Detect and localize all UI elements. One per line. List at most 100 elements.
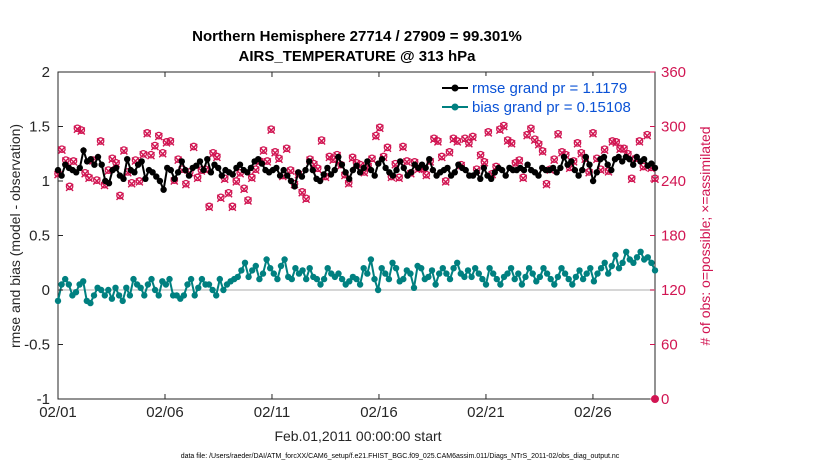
bias-point <box>101 292 109 299</box>
obs-possible-point <box>158 148 167 157</box>
bias-point <box>486 265 493 272</box>
y-left-tick-label: 2 <box>42 64 50 81</box>
legend-rmse-marker <box>451 84 459 92</box>
rmse-point <box>185 172 193 179</box>
obs-assimilated-point <box>433 137 442 146</box>
obs-possible-point <box>205 202 214 211</box>
rmse-point <box>608 166 615 174</box>
bias-point <box>410 284 418 291</box>
rmse-point <box>604 161 611 168</box>
bias-point <box>558 265 565 272</box>
rmse-point <box>207 169 215 176</box>
obs-possible-point <box>554 129 562 138</box>
obs-assimilated-point <box>430 135 438 144</box>
bias-point <box>119 297 126 305</box>
rmse-point <box>367 166 375 174</box>
rmse-point <box>73 169 80 176</box>
obs-possible-point <box>643 130 652 139</box>
bias-point <box>267 265 274 272</box>
bias-point <box>112 284 119 291</box>
obs-assimilated-point <box>476 151 485 160</box>
rmse-point <box>94 153 102 161</box>
bias-point <box>216 275 223 283</box>
obs-assimilated-point <box>453 137 462 146</box>
obs-possible-point <box>147 150 155 159</box>
legend-bias-marker <box>451 103 459 111</box>
obs-assimilated-point <box>554 130 563 139</box>
rmse-point <box>477 175 484 182</box>
y-left-tick-label: 1.5 <box>29 119 50 136</box>
bias-point <box>443 270 450 277</box>
obs-possible-point <box>403 157 411 165</box>
bias-point <box>346 278 353 285</box>
rmse-point <box>615 153 622 161</box>
obs-assimilated-point <box>519 174 528 183</box>
obs-assimilated-point <box>116 192 124 201</box>
obs-assimilated-point <box>158 149 167 158</box>
bias-point <box>303 275 310 283</box>
obs-assimilated-point <box>445 148 454 157</box>
bias-point <box>389 259 396 266</box>
bias-point <box>490 270 497 277</box>
bias-point <box>583 270 590 277</box>
obs-assimilated-point <box>484 128 493 137</box>
obs-possible-point <box>395 173 403 182</box>
bias-point <box>256 275 263 283</box>
rmse-point <box>160 186 167 193</box>
y-left-tick-label: 0 <box>42 282 50 299</box>
rmse-point <box>382 164 389 172</box>
rmse-point <box>473 169 480 176</box>
rmse-point <box>156 177 164 185</box>
bias-point <box>605 270 612 277</box>
rmse-point <box>87 156 95 163</box>
rmse-point <box>589 177 597 185</box>
bias-point <box>533 278 540 285</box>
rmse-point <box>353 162 360 169</box>
obs-possible-point <box>550 155 559 164</box>
obs-possible-point <box>282 144 291 153</box>
obs-assimilated-point <box>550 156 559 165</box>
obs-assimilated-point <box>65 183 74 192</box>
obs-possible-point <box>240 184 248 193</box>
bias-point <box>338 275 346 283</box>
bias-point <box>87 299 94 307</box>
rmse-point <box>327 171 335 178</box>
bias-point <box>187 275 195 283</box>
bias-point <box>475 270 482 277</box>
obs-assimilated-point <box>635 137 644 146</box>
obs-assimilated-point <box>73 125 82 134</box>
obs-assimilated-point <box>77 127 86 135</box>
rmse-point <box>524 161 531 168</box>
rmse-point <box>309 166 316 174</box>
y-axis-right-label: # of obs: o=possible; ×=assimilated <box>697 126 713 345</box>
bias-point <box>518 281 526 288</box>
obs-assimilated-point <box>538 147 547 156</box>
bias-point <box>259 270 267 277</box>
bias-point <box>392 265 400 272</box>
bias-point <box>407 270 414 277</box>
rmse-point <box>426 156 433 163</box>
obs-assimilated-point <box>449 135 458 144</box>
rmse-point <box>349 166 357 174</box>
rmse-point <box>342 169 349 176</box>
bias-point <box>504 270 511 277</box>
obs-assimilated-point <box>119 147 128 155</box>
bias-point <box>479 275 486 283</box>
rmse-point <box>579 166 586 174</box>
bias-point <box>191 292 198 299</box>
obs-assimilated-point <box>317 137 326 145</box>
y-right-tick-label: 300 <box>661 119 686 136</box>
rmse-point <box>167 166 174 174</box>
obs-possible-point <box>139 149 148 158</box>
bias-point <box>464 267 472 274</box>
bias-point <box>130 275 137 283</box>
bias-point <box>166 275 173 283</box>
bias-point <box>277 262 285 270</box>
legend-rmse-label: rmse grand pr = 1.1179 <box>472 80 627 97</box>
rmse-point <box>444 164 451 172</box>
bias-point <box>360 265 367 272</box>
obs-possible-point <box>635 137 644 145</box>
rmse-point <box>244 169 251 176</box>
rmse-point <box>284 172 291 179</box>
bias-point <box>590 278 598 285</box>
